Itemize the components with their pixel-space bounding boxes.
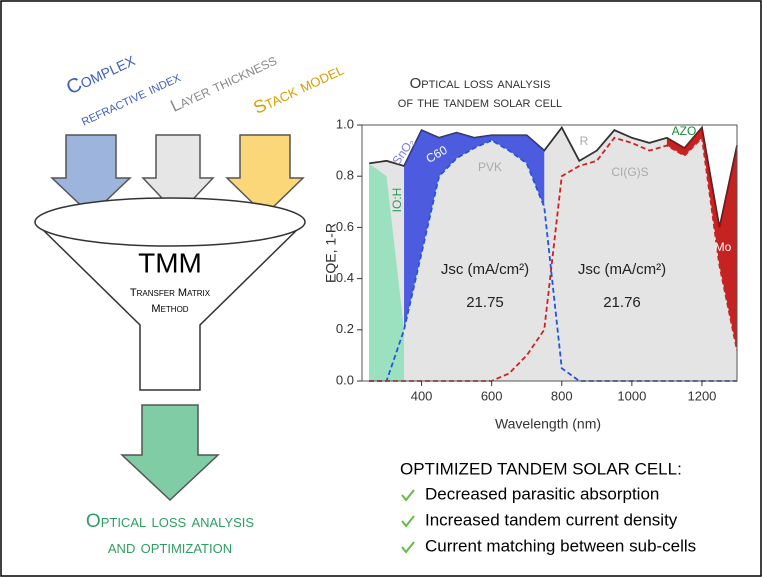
x-tick-label: 800 <box>551 388 573 403</box>
funnel-subtitle: Transfer Matrix <box>130 287 211 299</box>
y-tick-label: 0.2 <box>336 321 354 336</box>
x-axis-label: Wavelength (nm) <box>495 416 601 432</box>
y-tick-label: 0.0 <box>336 372 354 387</box>
conclusions-heading: OPTIMIZED TANDEM SOLAR CELL: <box>400 459 682 478</box>
current-value: 21.75 <box>466 294 504 311</box>
y-tick-label: 0.4 <box>336 270 354 285</box>
conclusion-item: Increased tandem current density <box>425 510 678 529</box>
chart-annotation: AZO <box>672 124 697 138</box>
x-tick-label: 400 <box>411 388 433 403</box>
x-tick-label: 1200 <box>687 388 716 403</box>
chart-title: Optical loss analysis <box>410 75 551 92</box>
current-label: Jsc (mA/cm²) <box>578 261 666 278</box>
chart-annotation: Mo <box>715 240 732 254</box>
y-tick-label: 1.0 <box>336 116 354 131</box>
chart-annotation: CI(G)S <box>611 165 648 179</box>
current-label: Jsc (mA/cm²) <box>441 261 529 278</box>
x-tick-label: 600 <box>481 388 503 403</box>
y-tick-label: 0.6 <box>336 219 354 234</box>
output-label: and optimization <box>108 537 232 558</box>
funnel-title: TMM <box>138 247 202 278</box>
x-tick-label: 1000 <box>617 388 646 403</box>
funnel-rim <box>35 198 305 246</box>
chart-annotation: IO:H <box>390 188 404 213</box>
chart-title: of the tandem solar cell <box>398 94 562 111</box>
chart-annotation: R <box>580 134 589 148</box>
graphical-abstract: Complex refractive index Layer thickness… <box>0 0 762 577</box>
conclusion-item: Current matching between sub-cells <box>425 536 696 555</box>
current-value: 21.76 <box>603 294 641 311</box>
output-label: Optical loss analysis <box>86 511 254 532</box>
conclusion-item: Decreased parasitic absorption <box>425 484 659 503</box>
funnel-subtitle: Method <box>151 303 188 315</box>
chart-annotation: PVK <box>478 160 502 174</box>
y-tick-label: 0.8 <box>336 168 354 183</box>
